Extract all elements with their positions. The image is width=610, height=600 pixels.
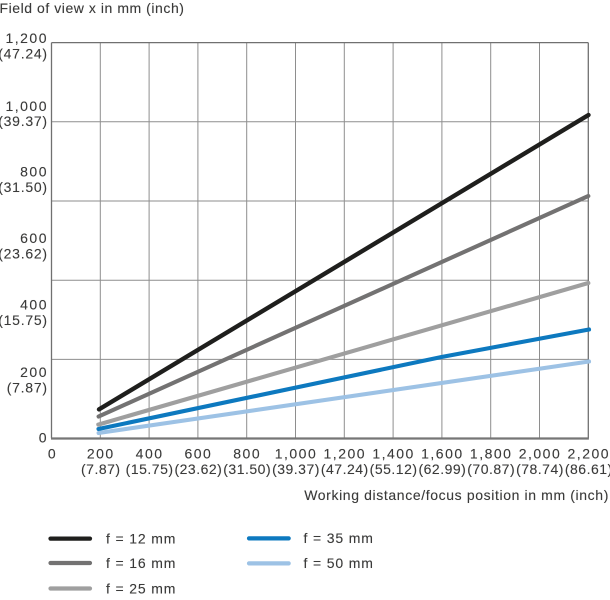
svg-text:800: 800 — [233, 446, 261, 462]
svg-text:0: 0 — [39, 430, 48, 446]
svg-text:(7.87): (7.87) — [81, 461, 121, 477]
svg-text:1,200: 1,200 — [324, 446, 367, 462]
svg-text:(15.75): (15.75) — [126, 461, 174, 477]
svg-text:600: 600 — [20, 230, 48, 246]
svg-text:1,800: 1,800 — [470, 446, 513, 462]
svg-text:(47.24): (47.24) — [321, 461, 369, 477]
svg-text:(39.37): (39.37) — [272, 461, 320, 477]
svg-text:0: 0 — [48, 446, 57, 462]
svg-text:(62.99): (62.99) — [418, 461, 466, 477]
svg-text:(31.50): (31.50) — [0, 179, 48, 195]
svg-text:Working distance/focus positio: Working distance/focus position in mm (i… — [304, 487, 609, 503]
svg-text:200: 200 — [20, 364, 48, 380]
svg-text:1,400: 1,400 — [372, 446, 415, 462]
svg-text:2,200: 2,200 — [568, 446, 610, 462]
svg-text:(78.74): (78.74) — [516, 461, 564, 477]
svg-text:200: 200 — [87, 446, 115, 462]
svg-text:(31.50): (31.50) — [223, 461, 271, 477]
svg-text:(55.12): (55.12) — [370, 461, 418, 477]
svg-text:f = 35 mm: f = 35 mm — [304, 530, 374, 546]
svg-text:f = 16 mm: f = 16 mm — [106, 555, 176, 571]
svg-text:1,000: 1,000 — [275, 446, 318, 462]
svg-text:(23.62): (23.62) — [0, 245, 48, 261]
svg-text:(47.24): (47.24) — [0, 46, 48, 62]
svg-text:1,200: 1,200 — [5, 30, 48, 46]
svg-text:400: 400 — [20, 297, 48, 313]
svg-text:f = 25 mm: f = 25 mm — [106, 580, 176, 596]
svg-text:Field of view x in mm (inch): Field of view x in mm (inch) — [0, 0, 185, 16]
svg-text:(23.62): (23.62) — [174, 461, 222, 477]
svg-text:f = 50 mm: f = 50 mm — [304, 555, 374, 571]
svg-text:(39.37): (39.37) — [0, 113, 48, 129]
svg-text:1,600: 1,600 — [421, 446, 464, 462]
svg-text:1,000: 1,000 — [5, 98, 48, 114]
svg-text:400: 400 — [136, 446, 164, 462]
svg-text:800: 800 — [20, 163, 48, 179]
svg-text:(7.87): (7.87) — [7, 380, 48, 396]
svg-text:f = 12 mm: f = 12 mm — [106, 530, 176, 546]
svg-text:(15.75): (15.75) — [0, 312, 48, 328]
svg-text:(86.61): (86.61) — [565, 461, 610, 477]
svg-text:2,000: 2,000 — [519, 446, 562, 462]
svg-text:600: 600 — [184, 446, 212, 462]
svg-text:(70.87): (70.87) — [467, 461, 515, 477]
